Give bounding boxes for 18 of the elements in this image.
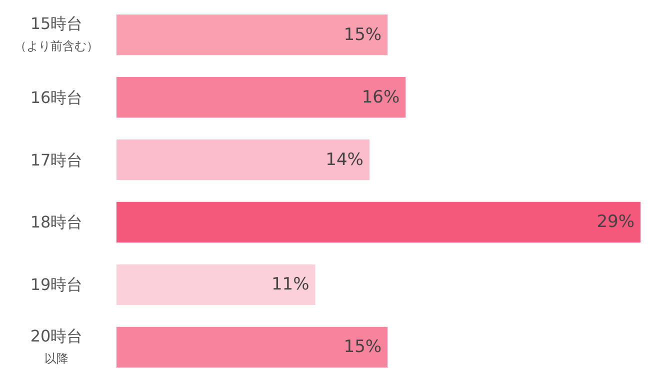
bar xyxy=(116,264,316,305)
data-label: 16% xyxy=(362,87,400,108)
y-tick-label: 19時台 xyxy=(30,275,83,294)
y-tick-label: 16時台 xyxy=(30,88,83,107)
y-tick-label: 17時台 xyxy=(30,150,83,170)
data-label: 15% xyxy=(344,24,382,45)
y-tick-label: 20時台以降 xyxy=(30,326,83,366)
bar xyxy=(116,139,370,180)
data-label: 11% xyxy=(271,274,310,295)
bar xyxy=(116,14,388,56)
y-tick-label: 18時台 xyxy=(30,212,83,232)
data-label: 29% xyxy=(596,212,635,232)
data-label: 15% xyxy=(344,337,382,358)
data-label: 14% xyxy=(326,150,364,170)
y-tick-label: 15時台（より前含む） xyxy=(14,14,98,54)
bar xyxy=(116,202,640,243)
bar xyxy=(116,77,406,118)
bar xyxy=(116,326,388,368)
